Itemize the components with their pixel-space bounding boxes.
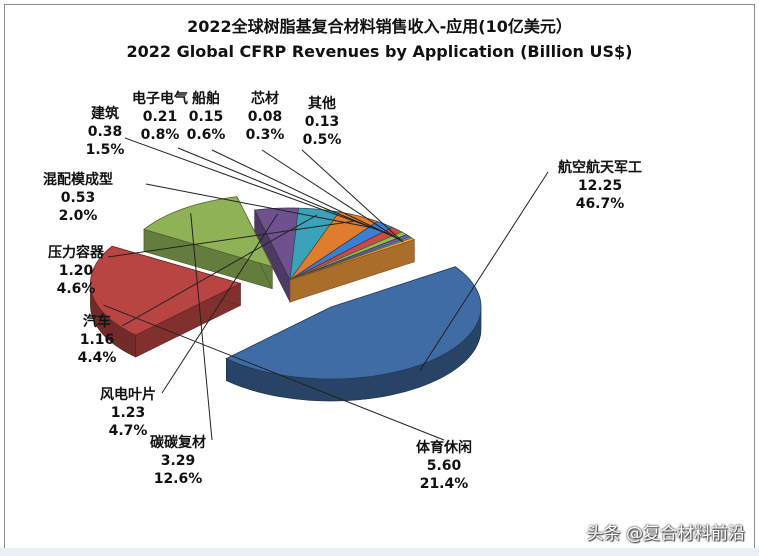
leader-line-8 (177, 147, 396, 238)
slice-percent: 0.5% (303, 132, 342, 148)
chart-title: 2022全球树脂基复合材料销售收入-应用(10亿美元） 2022 Global … (0, 14, 759, 64)
bottom-band (0, 548, 759, 556)
leader-line-10 (261, 149, 402, 242)
slice-value: 1.20 (59, 263, 94, 279)
pie-slice-0 (225, 266, 482, 402)
slice-value: 0.08 (248, 109, 283, 125)
slice-value: 1.16 (80, 332, 115, 348)
slice-label-3: 风电叶片 1.23 4.7% (100, 386, 156, 439)
slice-percent: 0.8% (141, 127, 180, 143)
leader-line-6 (145, 183, 378, 230)
slice-label-8: 电子电气 0.21 0.8% (132, 90, 188, 143)
leader-line-0 (419, 171, 549, 372)
pie-slice-2 (143, 196, 274, 290)
slice-value: 0.38 (88, 124, 123, 140)
slice-name: 芯材 (251, 90, 279, 107)
slice-label-7: 建筑 0.38 1.5% (86, 105, 125, 158)
pie-slice-1 (90, 245, 242, 358)
leader-line-5 (107, 220, 354, 258)
slice-percent: 0.3% (246, 127, 285, 143)
slice-name: 建筑 (91, 105, 119, 122)
slice-label-6: 混配模成型 0.53 2.0% (43, 171, 113, 224)
slice-label-5: 压力容器 1.20 4.6% (48, 244, 105, 297)
pie-slice-11 (289, 237, 416, 303)
slice-name: 电子电气 (132, 90, 188, 107)
leader-line-7 (124, 137, 389, 235)
slice-value: 0.13 (305, 114, 340, 130)
watermark: 头条 @复合材料前沿 (586, 524, 745, 544)
slice-name: 风电叶片 (100, 386, 156, 403)
slice-name: 体育休闲 (416, 439, 472, 456)
slice-label-0: 航空航天军工 12.25 46.7% (558, 159, 642, 212)
slice-percent: 1.5% (86, 142, 125, 158)
slice-percent: 4.7% (109, 423, 148, 439)
slice-name: 混配模成型 (43, 171, 113, 188)
slice-percent: 46.7% (576, 196, 625, 212)
slice-label-9: 船舶 0.15 0.6% (187, 90, 226, 143)
slice-label-10: 芯材 0.08 0.3% (246, 90, 285, 143)
slice-value: 1.23 (111, 405, 146, 421)
slice-percent: 2.0% (59, 208, 98, 224)
slice-percent: 0.6% (187, 127, 226, 143)
slice-name: 船舶 (192, 90, 220, 107)
slice-label-1: 体育休闲 5.60 21.4% (416, 439, 472, 492)
slice-value: 5.60 (427, 458, 462, 474)
leader-line-3 (161, 213, 278, 394)
title-line-2: 2022 Global CFRP Revenues by Application… (126, 42, 633, 61)
slice-name: 航空航天军工 (558, 159, 642, 176)
leader-line-1 (103, 304, 445, 441)
slice-percent: 21.4% (420, 476, 469, 492)
leader-line-2 (190, 213, 213, 441)
slice-name: 其他 (308, 95, 336, 112)
slice-label-2: 碳碳复材 3.29 12.6% (150, 434, 206, 487)
slice-percent: 12.6% (154, 471, 203, 487)
title-line-1: 2022全球树脂基复合材料销售收入-应用(10亿美元） (187, 17, 572, 36)
slice-value: 0.53 (61, 190, 96, 206)
slice-label-11: 其他 0.13 0.5% (303, 95, 342, 148)
slice-label-4: 汽车 1.16 4.4% (78, 313, 117, 366)
leader-line-4 (121, 214, 318, 327)
leader-line-9 (211, 149, 400, 240)
slice-name: 碳碳复材 (150, 434, 206, 451)
leader-line-11 (301, 149, 404, 243)
slice-name: 汽车 (83, 313, 111, 330)
slice-value: 0.15 (189, 109, 224, 125)
slice-name: 压力容器 (48, 244, 105, 261)
slice-value: 12.25 (578, 178, 622, 194)
slice-percent: 4.4% (78, 350, 117, 366)
slice-value: 0.21 (143, 109, 178, 125)
slice-percent: 4.6% (57, 281, 96, 297)
slice-value: 3.29 (161, 453, 196, 469)
